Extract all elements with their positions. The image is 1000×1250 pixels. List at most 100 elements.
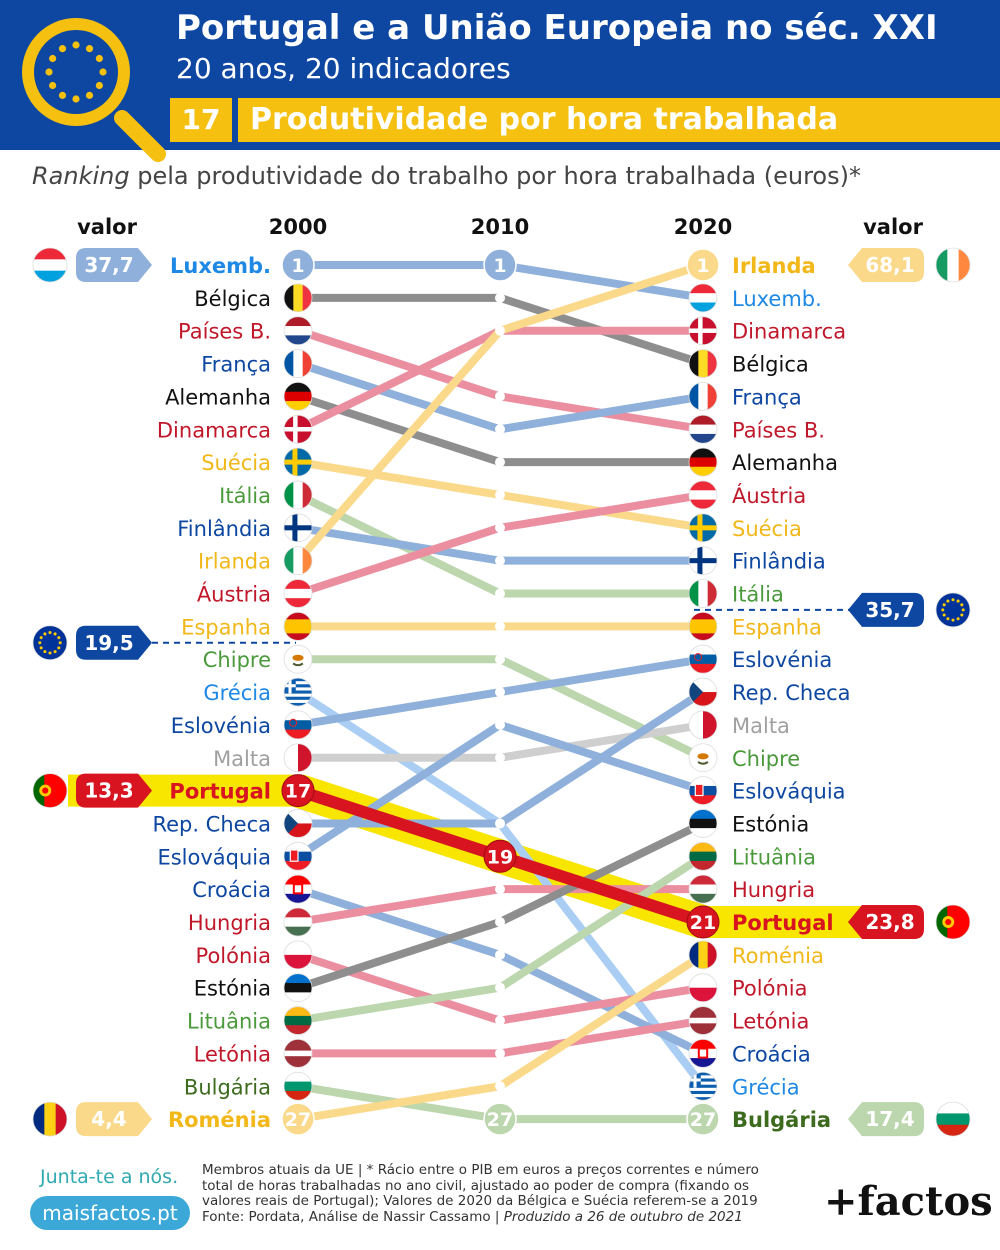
label-right-czech: Rep. Checa	[732, 681, 851, 705]
node-sweden	[495, 489, 505, 500]
flag-hungary-2000	[283, 907, 313, 937]
flag-czech-2020	[688, 677, 718, 707]
flag-greece-2020	[688, 1071, 718, 1101]
flag-lithuania-2000	[283, 1006, 313, 1035]
flag-finland-2020	[688, 546, 718, 576]
label-left-czech: Rep. Checa	[152, 812, 271, 836]
flag-lithuania-2020	[688, 841, 718, 871]
rank-badge-circle	[483, 248, 517, 282]
flag-italy-2020	[688, 579, 718, 608]
node-cyprus	[495, 654, 505, 665]
label-right-latvia: Letónia	[732, 1010, 809, 1034]
value-header-right: valor	[863, 215, 923, 239]
label-right-romania: Roménia	[732, 944, 824, 968]
line-italy	[294, 490, 707, 598]
label-right-croatia: Croácia	[732, 1042, 811, 1066]
node-ireland	[495, 325, 505, 336]
node-lithuania	[495, 982, 505, 993]
flag-belgium-2000	[283, 283, 313, 313]
flag-denmark-2020	[688, 316, 718, 346]
indicator-title-bar: Produtividade por hora trabalhada	[238, 98, 1000, 142]
value-left-label: 37,7	[84, 253, 133, 277]
value-right-portugal: 23,8	[848, 904, 971, 940]
value-left-label: 13,3	[84, 779, 133, 803]
rank-badge-label: 21	[690, 912, 716, 934]
node-germany	[495, 457, 505, 468]
flag-slovenia-2020	[688, 644, 718, 674]
country-labels: Luxemb. Luxemb. Bélgica Bélgica Países B. Paí…	[152, 254, 850, 1132]
value-callouts: 37,7 19,5 13,3 4,4 68,1 35,7 23,8 17,4	[32, 247, 971, 1137]
rank-badge-circle	[686, 248, 720, 282]
flag-croatia-2000	[283, 874, 313, 904]
node-romania	[495, 1081, 505, 1092]
flag-cyprus-2000	[283, 644, 313, 674]
main-title: Portugal e a União Europeia no séc. XXI	[176, 8, 938, 48]
rank-badges: 1 1 1 17 19 21 27 27 27	[281, 248, 720, 1136]
node-poland	[495, 1015, 505, 1026]
footer-notes: Membros atuais da UE | * Rácio entre o P…	[202, 1162, 812, 1226]
node-malta	[495, 752, 505, 763]
label-right-spain: Espanha	[732, 615, 822, 639]
brand-logo: +factos	[824, 1178, 993, 1225]
flag-malta-2020	[688, 710, 718, 740]
rank-badge-circle	[483, 839, 517, 873]
column-header-2000: 2000	[269, 215, 327, 239]
label-left-slovenia: Eslovénia	[171, 714, 271, 738]
label-left-denmark: Dinamarca	[157, 418, 271, 442]
node-italy	[495, 588, 505, 599]
line-cyprus	[294, 655, 707, 762]
value-right-label: 35,7	[865, 598, 914, 622]
node-estonia	[495, 917, 505, 927]
label-left-ireland: Irlanda	[198, 550, 271, 574]
node-slovakia	[495, 719, 505, 730]
flag-austria-2020	[688, 480, 718, 510]
label-left-croatia: Croácia	[192, 878, 271, 902]
flag-denmark-2000	[283, 414, 313, 444]
label-right-belgium: Bélgica	[732, 353, 809, 377]
main-subtitle: 20 anos, 20 indicadores	[176, 52, 511, 85]
label-left-poland: Polónia	[196, 944, 271, 968]
column-header-2010: 2010	[471, 215, 529, 239]
series-lines	[294, 260, 707, 1125]
flag-netherlands-2020	[688, 414, 718, 444]
value-right-label: 17,4	[865, 1107, 914, 1131]
notes-line-3: valores reais de Portugal); Valores de 2…	[202, 1193, 758, 1210]
chart-description: Ranking pela produtividade do trabalho p…	[32, 162, 861, 190]
flag-spain-2020	[688, 611, 718, 641]
notes-source: Fonte: Pordata, Análise de Nassir Cassam…	[202, 1209, 812, 1226]
label-left-luxembourg: Luxemb.	[170, 254, 271, 278]
flag-luxembourg-2020	[688, 283, 718, 313]
flag-bulgaria-2000	[283, 1071, 313, 1101]
flag-slovakia-2000	[283, 841, 313, 871]
rank-badge-circle	[483, 1102, 517, 1136]
flag-estonia-2000	[283, 973, 313, 1003]
rank-badge-circle	[281, 774, 315, 808]
value-right-label: 68,1	[865, 253, 914, 277]
column-header-2020: 2020	[674, 215, 732, 239]
site-link[interactable]: maisfactos.pt	[30, 1196, 190, 1230]
rank-badge-circle	[686, 905, 720, 939]
value-left-portugal: 13,3	[32, 773, 152, 808]
label-left-bulgaria: Bulgária	[184, 1075, 271, 1099]
value-left-eu: 19,5	[32, 625, 296, 661]
node-croatia	[495, 949, 505, 960]
flag-germany-2020	[688, 447, 718, 477]
node-finland	[495, 555, 505, 566]
label-right-greece: Grécia	[732, 1075, 800, 1099]
label-right-poland: Polónia	[732, 977, 807, 1001]
node-netherlands	[495, 391, 505, 402]
rank-badge-circle	[281, 248, 315, 282]
magnifier-eu-logo-icon	[22, 18, 166, 162]
line-slovakia	[294, 720, 707, 861]
indicator-number: 17	[170, 98, 232, 142]
flag-slovenia-2000	[283, 710, 313, 740]
flag-greece-2000	[283, 677, 313, 707]
flag-ireland-2000	[283, 546, 313, 576]
node-france	[495, 424, 505, 435]
value-left-romania: 4,4	[32, 1101, 152, 1137]
node-czech	[495, 818, 505, 829]
column-headers: 2000 2010 2020 valor valor	[77, 215, 923, 239]
label-right-italy: Itália	[732, 583, 784, 607]
label-right-austria: Áustria	[732, 483, 806, 508]
